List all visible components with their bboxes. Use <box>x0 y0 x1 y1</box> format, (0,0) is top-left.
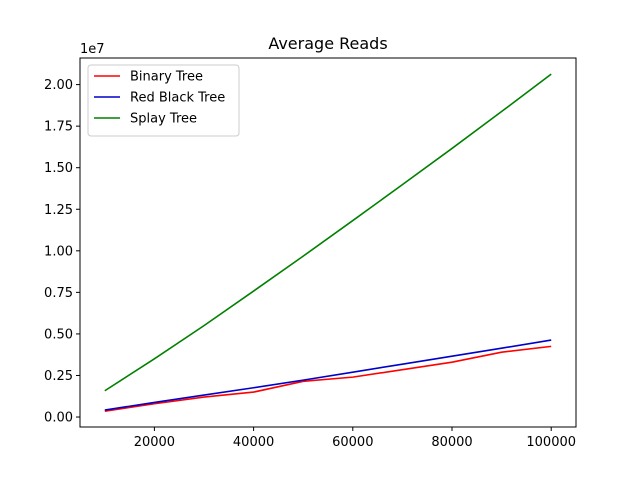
y-tick-label: 0.50 <box>44 327 73 342</box>
y-tick-label: 1.25 <box>44 203 73 218</box>
y-tick-label: 2.00 <box>44 78 73 93</box>
x-tick-label: 100000 <box>526 435 576 450</box>
series-line-red-black-tree <box>104 339 552 411</box>
series-line-binary-tree <box>104 345 552 413</box>
x-tick-label: 20000 <box>134 435 175 450</box>
y-tick-label: 1.50 <box>44 161 73 176</box>
legend-label: Red Black Tree <box>130 91 225 106</box>
x-tick-label: 80000 <box>431 435 472 450</box>
y-tick-label: 0.75 <box>44 286 73 301</box>
x-tick-label: 60000 <box>332 435 373 450</box>
y-tick-label: 1.75 <box>44 120 73 135</box>
axes-frame <box>79 57 577 428</box>
chart-title: Average Reads <box>268 34 387 53</box>
legend-label: Binary Tree <box>130 70 203 85</box>
plot-area: 20000 40000 60000 80000 100000 0.00 0.25 0.50 0.… <box>44 57 577 450</box>
y-tick-label: 0.00 <box>44 411 73 426</box>
legend-box <box>87 64 240 137</box>
series-line-splay-tree <box>104 73 552 392</box>
y-tick-label: 0.25 <box>44 369 73 384</box>
y-axis-offset-label: 1e7 <box>80 42 105 57</box>
y-tick-label: 1.00 <box>44 244 73 259</box>
legend-label: Splay Tree <box>130 112 197 127</box>
x-tick-label: 40000 <box>233 435 274 450</box>
